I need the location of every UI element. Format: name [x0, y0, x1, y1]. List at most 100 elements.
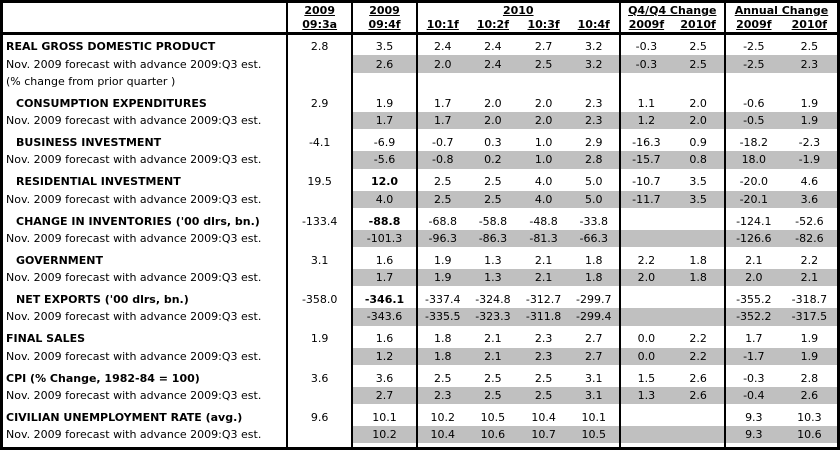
value-cell: 1.3 [618, 386, 673, 405]
value-cell: 10.7 [518, 426, 569, 444]
spacer-cell [723, 325, 782, 331]
value-cell: -18.2 [723, 133, 782, 152]
forecast-comparison-row: Nov. 2009 forecast with advance 2009:Q3 … [2, 308, 839, 326]
unit-note-row: (% change from prior quarter ) [2, 72, 839, 91]
value-cell: -16.3 [618, 133, 673, 152]
value-cell: 2.5 [518, 386, 569, 405]
value-cell: 3.1 [568, 386, 620, 405]
value-cell: 2.6 [351, 55, 417, 73]
spacer-cell [351, 90, 417, 95]
column-header: 2010f [672, 17, 725, 35]
column-header: 2010f [781, 17, 839, 35]
value-cell [618, 308, 673, 326]
spacer-cell [351, 33, 417, 39]
column-header: 10:4f [568, 17, 620, 35]
value-cell [672, 291, 725, 308]
spacer-cell [286, 168, 353, 174]
value-cell: 1.8 [568, 269, 620, 287]
spacer-cell [618, 247, 673, 252]
value-cell: 2.8 [800, 371, 819, 385]
value-cell: 3.6 [351, 369, 417, 387]
spacer-row [2, 286, 839, 292]
value-cell: 2.5 [484, 175, 502, 189]
indicator-title: RESIDENTIAL INVESTMENT [16, 175, 181, 189]
column-group-label: 2009 [369, 3, 400, 17]
spacer-cell [286, 286, 353, 292]
value-cell: 3.2 [584, 40, 603, 54]
spacer-cell [415, 129, 468, 134]
empty-cell [286, 72, 353, 91]
value-cell [286, 347, 353, 365]
value-cell: 18.0 [723, 151, 782, 169]
indicator-title: CONSUMPTION EXPENDITURES [16, 96, 207, 110]
value-cell: 1.9 [781, 347, 839, 365]
value-cell: 3.5 [672, 190, 725, 208]
value-cell [672, 409, 725, 426]
column-header-label: 10:2f [476, 18, 509, 32]
value-cell: -358.0 [286, 291, 353, 309]
value-cell: 2.5 [484, 371, 502, 385]
value-cell: 2.9 [286, 94, 353, 113]
column-header-label: 10:3f [527, 18, 560, 32]
corner-cell [1, 1, 288, 35]
spacer-cell [618, 325, 673, 331]
spacer-cell [351, 404, 417, 409]
indicator-title-row: CHANGE IN INVENTORIES ('00 dlrs, bn.) -13… [2, 212, 839, 230]
value-cell: -1.7 [723, 347, 782, 365]
value-cell: 2.5 [800, 40, 819, 54]
value-cell: -2.3 [798, 136, 821, 150]
value-cell: 2.5 [415, 173, 468, 191]
spacer-row [2, 33, 839, 39]
value-cell: 2.5 [518, 55, 569, 73]
spacer-cell [415, 443, 468, 449]
value-cell: 10.5 [480, 410, 506, 424]
column-header-label: 2009f [736, 18, 772, 32]
value-cell: -299.4 [568, 308, 620, 326]
spacer-row [2, 247, 839, 252]
column-group-header: Q4/Q4 Change [618, 1, 725, 18]
value-cell: 2.0 [415, 55, 468, 73]
value-cell: -81.3 [518, 229, 569, 248]
header-row-groups: 2009 2009 2010 Q4/Q4 Change Annual Change [1, 1, 839, 35]
forecast-note: Nov. 2009 forecast with advance 2009:Q3 … [6, 349, 262, 363]
forecast-comparison-row: Nov. 2009 forecast with advance 2009:Q3 … [2, 190, 839, 208]
spacer-cell [618, 129, 673, 134]
spacer-cell [618, 207, 673, 213]
value-cell: 2.1 [534, 253, 553, 267]
column-header: 2009f [723, 17, 782, 35]
value-cell: -0.4 [723, 386, 782, 405]
value-cell: 2.1 [781, 269, 839, 287]
column-group-header: 2009 [351, 1, 417, 18]
value-cell: -0.7 [415, 133, 468, 152]
value-cell: 10.3 [797, 410, 822, 424]
spacer-cell [351, 364, 417, 370]
spacer-cell [569, 443, 620, 448]
value-cell [286, 55, 353, 73]
value-cell: -355.2 [723, 291, 782, 309]
spacer-cell [286, 247, 353, 252]
value-cell: 2.5 [467, 386, 519, 405]
forecast-comparison-row: Nov. 2009 forecast with advance 2009:Q3 … [2, 426, 839, 444]
value-cell: 1.0 [534, 136, 553, 150]
spacer-cell [286, 129, 353, 134]
value-cell: 12.0 [351, 173, 417, 191]
empty-cell [569, 73, 620, 90]
value-cell: -101.3 [351, 229, 417, 248]
value-cell [618, 426, 673, 444]
column-group-label: Annual Change [734, 3, 829, 17]
value-cell: 5.0 [584, 175, 603, 189]
spacer-cell [618, 33, 673, 39]
value-cell: 19.5 [286, 173, 353, 191]
value-cell: -4.1 [286, 133, 353, 152]
value-cell: 0.2 [467, 151, 519, 169]
value-cell [618, 229, 673, 248]
value-cell: 2.8 [568, 151, 620, 169]
value-cell: 1.2 [351, 347, 417, 365]
value-cell [286, 190, 353, 208]
spacer-cell [723, 247, 782, 252]
indicator-title: NET EXPORTS ('00 dlrs, bn.) [16, 293, 189, 307]
value-cell: 1.9 [781, 112, 839, 130]
value-cell: 2.0 [534, 96, 553, 110]
empty-cell [782, 73, 839, 90]
value-cell: 10.2 [351, 426, 417, 444]
